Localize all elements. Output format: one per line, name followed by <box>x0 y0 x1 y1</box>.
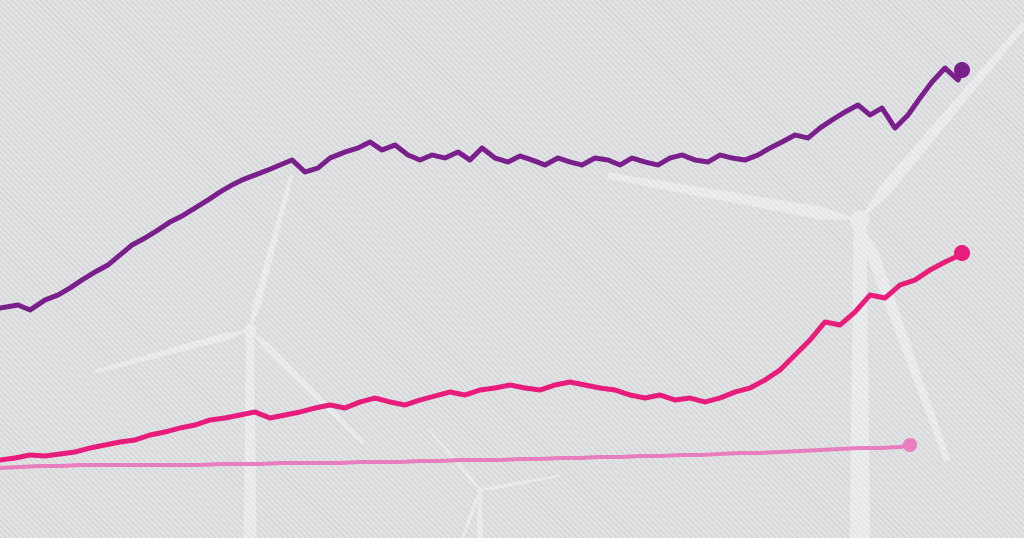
series-purple-end-marker <box>954 62 970 78</box>
series-pink <box>0 445 910 468</box>
series-magenta-end-marker <box>954 245 970 261</box>
series-magenta <box>0 253 962 460</box>
series-purple <box>0 68 962 310</box>
line-chart-infographic <box>0 0 1024 538</box>
series-pink-end-marker <box>903 438 917 452</box>
chart-lines-layer <box>0 0 1024 538</box>
